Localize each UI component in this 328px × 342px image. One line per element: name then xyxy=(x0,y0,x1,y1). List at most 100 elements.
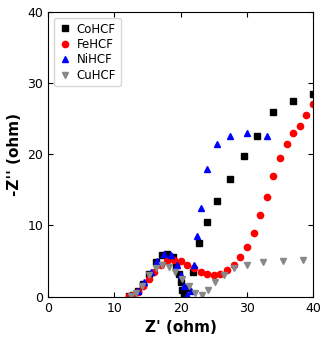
Line: CuHCF: CuHCF xyxy=(128,256,306,299)
CoHCF xyxy=(205,220,209,224)
CoHCF xyxy=(191,270,195,274)
CoHCF xyxy=(228,177,232,181)
FeHCF xyxy=(304,113,308,117)
CuHCF xyxy=(207,288,211,292)
FeHCF xyxy=(192,266,196,270)
CuHCF xyxy=(281,259,285,263)
FeHCF xyxy=(131,292,135,297)
NiHCF xyxy=(142,280,146,285)
FeHCF xyxy=(127,294,131,298)
FeHCF xyxy=(298,124,302,128)
NiHCF xyxy=(155,259,159,263)
CoHCF xyxy=(160,253,164,258)
CoHCF xyxy=(311,92,315,96)
X-axis label: Z' (ohm): Z' (ohm) xyxy=(145,320,216,335)
FeHCF xyxy=(147,277,151,281)
NiHCF xyxy=(175,263,179,267)
FeHCF xyxy=(285,142,289,146)
NiHCF xyxy=(179,273,183,277)
CoHCF xyxy=(174,263,178,267)
CuHCF xyxy=(147,273,151,277)
FeHCF xyxy=(258,213,262,217)
FeHCF xyxy=(311,102,315,106)
Line: FeHCF: FeHCF xyxy=(126,101,316,299)
CoHCF xyxy=(131,292,135,297)
NiHCF xyxy=(185,293,189,297)
FeHCF xyxy=(198,270,202,274)
FeHCF xyxy=(152,270,156,274)
CuHCF xyxy=(180,277,184,281)
FeHCF xyxy=(265,195,269,199)
CoHCF xyxy=(165,252,169,256)
CuHCF xyxy=(140,284,144,288)
CoHCF xyxy=(197,241,201,245)
FeHCF xyxy=(245,245,249,249)
CuHCF xyxy=(167,265,171,269)
NiHCF xyxy=(169,253,173,258)
CuHCF xyxy=(129,294,133,298)
FeHCF xyxy=(179,259,183,263)
CuHCF xyxy=(134,291,138,295)
CoHCF xyxy=(271,109,275,114)
CuHCF xyxy=(232,266,236,270)
FeHCF xyxy=(172,258,176,262)
NiHCF xyxy=(162,252,166,256)
NiHCF xyxy=(198,206,202,210)
CoHCF xyxy=(180,288,184,292)
NiHCF xyxy=(149,270,153,274)
NiHCF xyxy=(189,289,193,293)
CuHCF xyxy=(222,273,226,277)
CoHCF xyxy=(185,286,189,290)
FeHCF xyxy=(218,272,222,276)
NiHCF xyxy=(215,142,219,146)
FeHCF xyxy=(185,263,189,267)
CoHCF xyxy=(291,99,295,103)
CuHCF xyxy=(245,263,249,267)
FeHCF xyxy=(238,255,242,260)
Y-axis label: -Z'' (ohm): -Z'' (ohm) xyxy=(7,113,22,196)
NiHCF xyxy=(129,294,133,298)
FeHCF xyxy=(136,290,140,294)
CoHCF xyxy=(177,272,181,276)
FeHCF xyxy=(291,131,295,135)
CoHCF xyxy=(255,134,259,139)
FeHCF xyxy=(271,174,275,178)
CuHCF xyxy=(174,270,177,274)
FeHCF xyxy=(225,267,229,272)
FeHCF xyxy=(159,263,163,267)
NiHCF xyxy=(265,134,269,139)
CuHCF xyxy=(301,258,305,262)
CuHCF xyxy=(193,291,197,295)
CuHCF xyxy=(200,292,204,297)
CoHCF xyxy=(154,260,157,264)
NiHCF xyxy=(245,131,249,135)
FeHCF xyxy=(252,231,256,235)
CoHCF xyxy=(147,272,151,276)
CoHCF xyxy=(179,280,183,285)
Line: NiHCF: NiHCF xyxy=(128,130,270,299)
FeHCF xyxy=(205,272,209,276)
CuHCF xyxy=(187,284,191,288)
CuHCF xyxy=(160,263,164,267)
NiHCF xyxy=(195,234,199,238)
FeHCF xyxy=(141,284,145,288)
NiHCF xyxy=(228,134,232,139)
NiHCF xyxy=(182,284,186,288)
CoHCF xyxy=(215,198,219,202)
FeHCF xyxy=(212,273,216,277)
NiHCF xyxy=(192,263,196,267)
CoHCF xyxy=(136,289,140,293)
CoHCF xyxy=(182,292,186,297)
FeHCF xyxy=(232,263,236,267)
CoHCF xyxy=(171,255,175,260)
FeHCF xyxy=(278,156,282,160)
NiHCF xyxy=(136,289,140,293)
CuHCF xyxy=(213,280,217,285)
CoHCF xyxy=(141,282,145,286)
CoHCF xyxy=(127,294,131,298)
CoHCF xyxy=(242,154,246,158)
FeHCF xyxy=(165,259,169,263)
Line: CoHCF: CoHCF xyxy=(126,91,316,299)
CuHCF xyxy=(261,260,265,264)
Legend: CoHCF, FeHCF, NiHCF, CuHCF: CoHCF, FeHCF, NiHCF, CuHCF xyxy=(54,18,121,87)
